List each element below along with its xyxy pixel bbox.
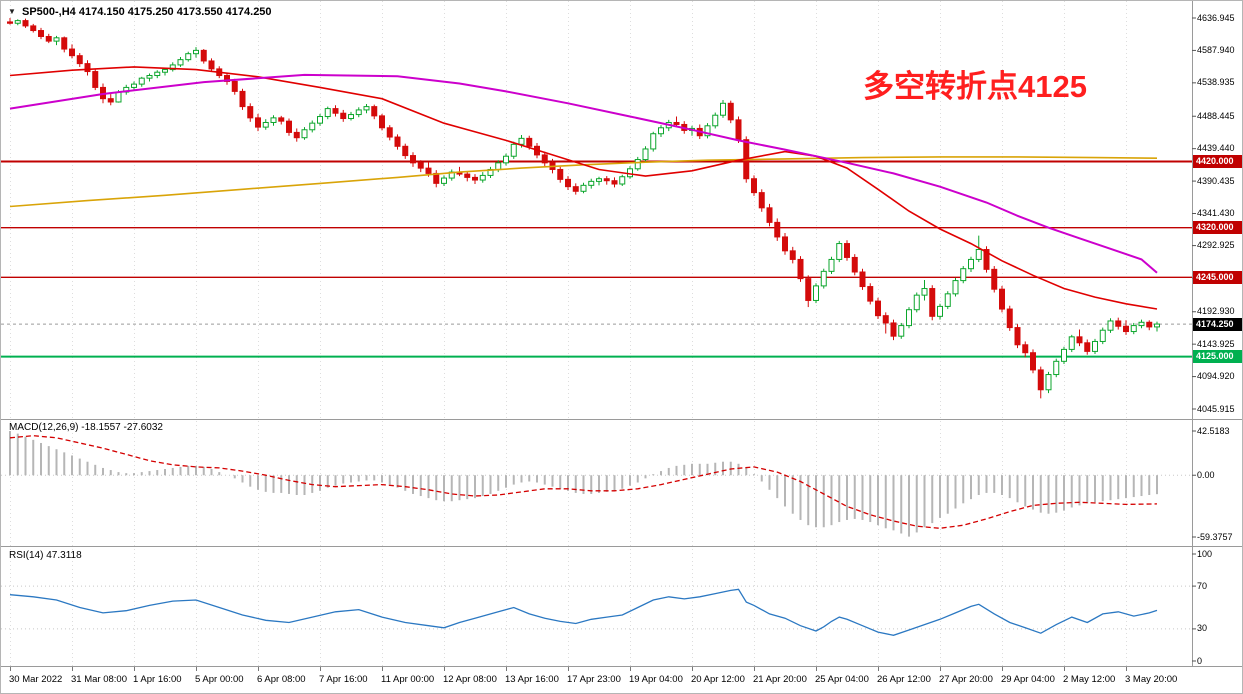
macd-axis-tick: 0.00: [1197, 469, 1215, 480]
time-axis-label: 7 Apr 16:00: [319, 674, 368, 685]
rsi-axis-tick: 30: [1197, 623, 1208, 634]
annotation-text: 多空转折点4125: [863, 69, 1087, 104]
rsi-value: 47.3118: [46, 550, 82, 561]
rsi-axis-tick: 0: [1197, 655, 1203, 666]
time-axis-label: 30 Mar 2022: [9, 674, 63, 685]
time-axis-label: 29 Apr 04:00: [1001, 674, 1055, 685]
price-axis-tick: 4538.935: [1197, 77, 1235, 88]
macd-axis-tick: -59.3757: [1197, 531, 1233, 542]
price-axis-tick: 4390.435: [1197, 175, 1235, 186]
chart-header: ▼ SP500-,H4 4174.150 4175.250 4173.550 4…: [8, 6, 272, 18]
macd-axis-tick: 42.5183: [1197, 425, 1230, 436]
price-axis[interactable]: [1192, 1, 1242, 666]
time-axis[interactable]: 30 Mar 2022 31 Mar 08:00 1 Apr 16:00 5 Apr …: [1, 667, 1242, 693]
time-axis-label: 1 Apr 16:00: [133, 674, 182, 685]
time-axis-label: 26 Apr 12:00: [877, 674, 931, 685]
rsi-indicator-label: RSI(14) 47.3118: [9, 550, 82, 561]
price-axis-tick: 4192.930: [1197, 306, 1235, 317]
price-level-marker: 4174.250: [1193, 317, 1242, 331]
time-axis-label: 5 Apr 00:00: [195, 674, 244, 685]
price-level-marker: 4245.000: [1193, 270, 1242, 284]
rsi-name: RSI(14): [9, 550, 44, 561]
price-level-marker: 4320.000: [1193, 221, 1242, 235]
time-axis-label: 31 Mar 08:00: [71, 674, 127, 685]
price-level-marker: 4420.000: [1193, 155, 1242, 169]
price-axis-tick: 4292.925: [1197, 240, 1235, 251]
time-axis-label: 25 Apr 04:00: [815, 674, 869, 685]
macd-values: -18.1557 -27.6032: [81, 422, 163, 433]
rsi-axis-tick: 100: [1197, 548, 1213, 559]
time-axis-label: 19 Apr 04:00: [629, 674, 683, 685]
price-level-marker: 4125.000: [1193, 350, 1242, 364]
price-axis-tick: 4488.445: [1197, 110, 1235, 121]
time-axis-label: 21 Apr 20:00: [753, 674, 807, 685]
time-axis-label: 13 Apr 16:00: [505, 674, 559, 685]
time-axis-label: 2 May 12:00: [1063, 674, 1116, 685]
chart-dropdown-icon[interactable]: ▼: [8, 7, 16, 16]
time-axis-label: 3 May 20:00: [1125, 674, 1178, 685]
ohlc-values: 4174.150 4175.250 4173.550 4174.250: [78, 6, 272, 18]
symbol-timeframe-label: SP500-,H4: [21, 6, 76, 18]
price-axis-tick: 4439.440: [1197, 143, 1235, 154]
time-axis-label: 12 Apr 08:00: [443, 674, 497, 685]
macd-name: MACD(12,26,9): [9, 422, 79, 433]
time-axis-label: 27 Apr 20:00: [939, 674, 993, 685]
time-axis-label: 6 Apr 08:00: [257, 674, 306, 685]
time-axis-label: 11 Apr 00:00: [381, 674, 435, 685]
price-axis-tick: 4587.940: [1197, 44, 1235, 55]
price-axis-tick: 4094.920: [1197, 371, 1235, 382]
time-axis-label: 17 Apr 23:00: [567, 674, 621, 685]
rsi-axis-tick: 70: [1197, 580, 1208, 591]
price-axis-tick: 4341.430: [1197, 208, 1235, 218]
price-axis-tick: 4636.945: [1197, 12, 1235, 23]
price-axis-tick: 4045.915: [1197, 403, 1235, 414]
time-axis-label: 20 Apr 12:00: [691, 674, 745, 685]
macd-indicator-label: MACD(12,26,9) -18.1557 -27.6032: [9, 422, 163, 433]
price-axis-tick: 4143.925: [1197, 338, 1235, 349]
